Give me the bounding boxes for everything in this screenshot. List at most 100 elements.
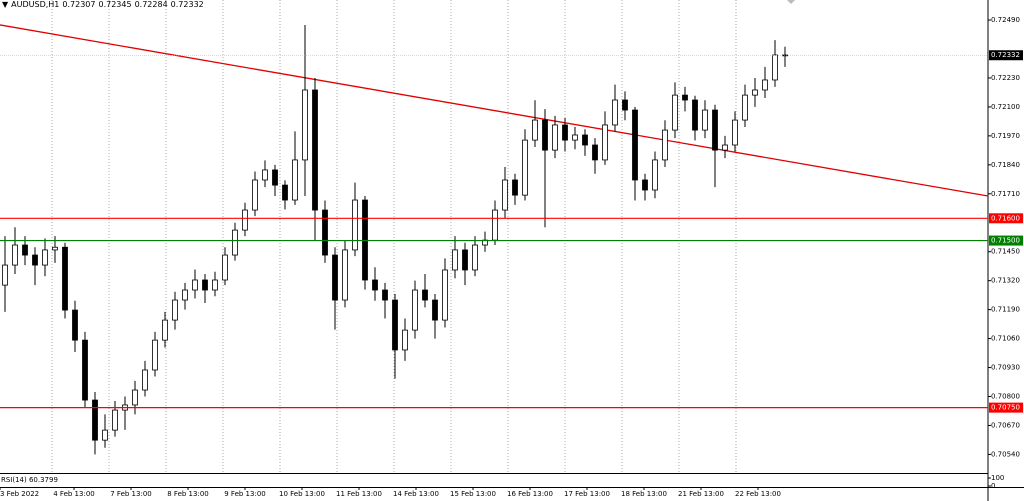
candle-body: [712, 109, 718, 151]
menu-arrow[interactable]: ▼: [2, 0, 9, 9]
header-low: 0.72284: [134, 0, 168, 9]
x-tick-label: 7 Feb 13:00: [110, 490, 151, 498]
candle-body: [92, 399, 98, 441]
x-tick-label: 21 Feb 13:00: [678, 490, 724, 498]
y-tick-label: 0.72490: [991, 16, 1020, 24]
y-tick-label: 0.70540: [991, 450, 1020, 458]
last-price-label: 0.72332: [991, 51, 1020, 59]
candle-body: [592, 144, 598, 161]
candle-body: [252, 179, 258, 211]
candle-body: [262, 169, 268, 181]
level-label-bg: [989, 235, 1023, 246]
y-tick-label: 0.71710: [991, 190, 1020, 198]
candle-body: [172, 299, 178, 321]
candle-body: [112, 409, 118, 431]
y-tick-label: 0.71970: [991, 132, 1020, 140]
candle-body: [602, 124, 608, 161]
x-tick-label: 15 Feb 13:00: [450, 490, 496, 498]
candle-body: [202, 279, 208, 291]
x-tick-label: 4 Feb 13:00: [53, 490, 94, 498]
level-label: 0.71600: [991, 214, 1020, 222]
shift-marker: [787, 0, 795, 4]
y-tick-label: 0.71450: [991, 248, 1020, 256]
candle-body: [292, 159, 298, 201]
y-tick-label: 0.71060: [991, 335, 1020, 343]
candle-body: [232, 229, 238, 256]
candle-body: [442, 269, 448, 321]
candle-body: [472, 244, 478, 271]
x-tick-label: 11 Feb 13:00: [336, 490, 382, 498]
candle-body: [642, 179, 648, 191]
level-label-bg: [989, 402, 1023, 413]
rsi-tick-label: 100: [991, 474, 1004, 482]
candle-body: [702, 109, 708, 131]
x-tick-label: 3 Feb 2022: [0, 490, 39, 498]
y-tick-label: 0.70800: [991, 392, 1020, 400]
candle-body: [72, 309, 78, 341]
candle-body: [42, 249, 48, 266]
candle-body: [182, 289, 188, 301]
candle-body: [372, 279, 378, 291]
candle-body: [502, 179, 508, 211]
candle-body: [732, 119, 738, 146]
candle-body: [132, 389, 138, 406]
candle-body: [772, 54, 778, 81]
candle-body: [412, 289, 418, 331]
candle-body: [532, 119, 538, 141]
candle-body: [672, 94, 678, 131]
candle-body: [742, 94, 748, 121]
candle-body: [392, 299, 398, 351]
level-label: 0.71500: [991, 237, 1020, 245]
candle-body: [382, 289, 388, 301]
candle-body: [312, 89, 318, 211]
candle-body: [612, 99, 618, 126]
candle-body: [52, 246, 58, 251]
candle-body: [102, 429, 108, 441]
candle-body: [572, 134, 578, 141]
x-tick-label: 9 Feb 13:00: [224, 490, 265, 498]
rsi-tick-label: 0: [991, 482, 995, 490]
x-tick-label: 17 Feb 13:00: [564, 490, 610, 498]
level-label-bg: [989, 213, 1023, 224]
candle-body: [22, 244, 28, 256]
symbol: AUDUSD,H1: [11, 0, 60, 9]
candle-body: [342, 249, 348, 301]
candle-body: [562, 124, 568, 141]
chart-header: ▼ AUDUSD,H1 0.72307 0.72345 0.72284 0.72332: [2, 0, 207, 9]
candle-body: [432, 299, 438, 321]
level-label: 0.70750: [991, 404, 1020, 412]
y-tick-label: 0.70670: [991, 421, 1020, 429]
x-tick-label: 10 Feb 13:00: [279, 490, 325, 498]
candle-body: [12, 244, 18, 266]
x-tick-label: 14 Feb 13:00: [393, 490, 439, 498]
candle-body: [542, 119, 548, 151]
candle-body: [422, 289, 428, 301]
y-tick-label: 0.70930: [991, 364, 1020, 372]
candle-body: [332, 254, 338, 301]
y-tick-label: 0.72100: [991, 103, 1020, 111]
y-tick-label: 0.72230: [991, 74, 1020, 82]
candle-body: [512, 179, 518, 196]
y-tick-label: 0.71190: [991, 306, 1020, 314]
candle-body: [402, 329, 408, 351]
candle-body: [62, 246, 68, 311]
candle-body: [192, 279, 198, 291]
x-tick-label: 16 Feb 13:00: [507, 490, 553, 498]
candle-body: [522, 139, 528, 196]
candle-body: [272, 169, 278, 186]
x-tick-label: 18 Feb 13:00: [621, 490, 667, 498]
plot-area: [0, 0, 988, 501]
candle-body: [662, 129, 668, 161]
candle-body: [212, 279, 218, 291]
trendline: [0, 24, 989, 197]
candle-body: [462, 249, 468, 271]
candle-body: [762, 79, 768, 91]
candle-body: [352, 199, 358, 251]
candle-body: [722, 144, 728, 151]
candle-body: [552, 124, 558, 151]
y-tick-label: 0.71320: [991, 277, 1020, 285]
candle-body: [2, 264, 8, 286]
candle-body: [32, 254, 38, 266]
